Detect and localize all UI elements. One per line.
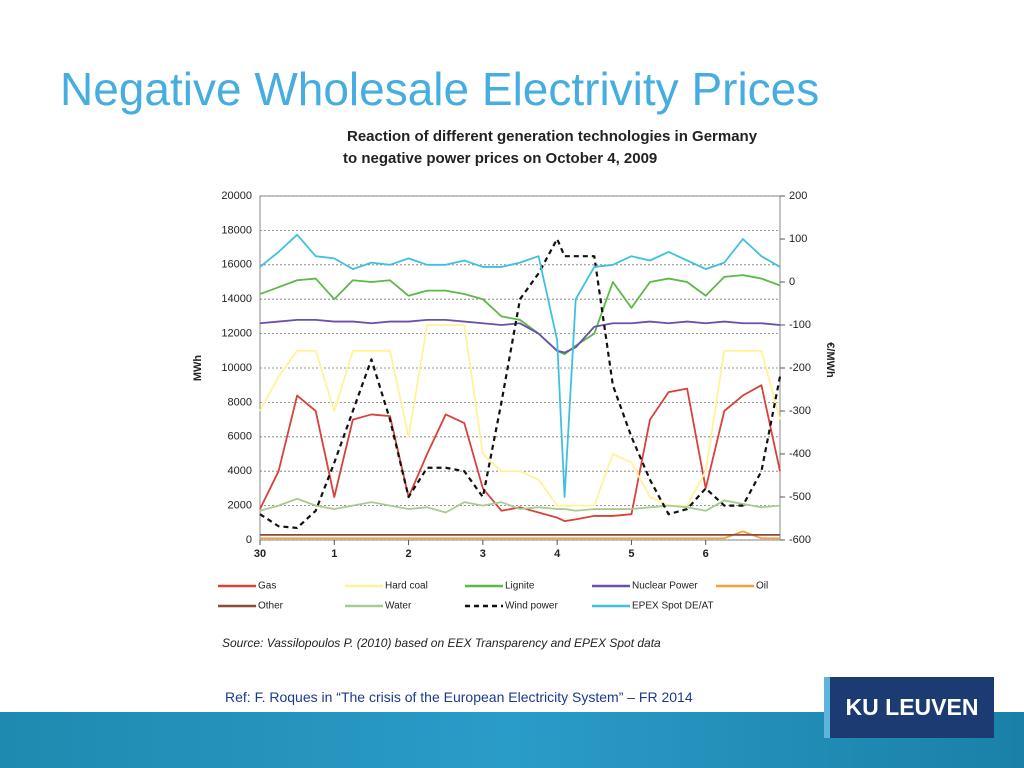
x-tick-label: 6: [703, 548, 709, 560]
legend-label: EPEX Spot DE/AT: [632, 601, 714, 612]
series-line: [259, 324, 781, 507]
y2-tick-label: -400: [789, 448, 811, 460]
chart-title: Reaction of different generation technol…: [347, 128, 758, 145]
y-tick-label: 20000: [221, 190, 252, 202]
y-tick-label: 4000: [228, 465, 252, 477]
series-line: [259, 274, 781, 356]
chart-title: to negative power prices on October 4, 2…: [343, 150, 657, 167]
y-tick-label: 10000: [221, 362, 252, 374]
legend-label: Wind power: [505, 601, 558, 612]
x-tick-label: 4: [554, 548, 561, 560]
x-tick-label: 2: [406, 548, 412, 560]
slide-title: Negative Wholesale Electrivity Prices: [60, 63, 820, 115]
reference: Ref: F. Roques in “The crisis of the Eur…: [225, 689, 693, 705]
y-tick-label: 6000: [228, 431, 252, 443]
y2-axis-label: €/MWh: [824, 342, 836, 378]
y2-tick-label: -100: [789, 319, 811, 331]
y2-tick-label: -200: [789, 362, 811, 374]
series-line: [259, 384, 781, 522]
y2-tick-label: 200: [789, 190, 807, 202]
y-axis-label: MWh: [192, 355, 204, 382]
series-line: [259, 318, 781, 354]
series-line: [259, 497, 781, 514]
y-tick-label: 12000: [221, 328, 252, 340]
series-line: [259, 237, 782, 530]
y-tick-label: 18000: [221, 224, 252, 236]
legend-label: Other: [258, 601, 284, 612]
y2-tick-label: -600: [789, 534, 811, 546]
x-tick-label: 5: [628, 548, 634, 560]
legend-label: Lignite: [505, 581, 535, 592]
x-tick-label: 30: [254, 548, 266, 560]
y-tick-label: 0: [246, 534, 252, 546]
legend-label: Water: [385, 601, 412, 612]
y2-tick-label: 100: [789, 233, 807, 245]
y-tick-label: 14000: [221, 293, 252, 305]
series-line: [259, 233, 781, 498]
y2-tick-label: 0: [789, 276, 795, 288]
legend-label: Hard coal: [385, 581, 428, 592]
y-tick-label: 2000: [228, 500, 252, 512]
x-tick-label: 3: [480, 548, 486, 560]
series-line: [260, 530, 780, 540]
legend-label: Oil: [756, 581, 768, 592]
x-tick-label: 1: [331, 548, 337, 560]
y-tick-label: 8000: [228, 396, 252, 408]
legend-label: Nuclear Power: [632, 581, 698, 592]
logo: KU LEUVEN: [824, 677, 994, 738]
source: Source: Vassilopoulos P. (2010) based on…: [222, 636, 661, 650]
legend-label: Gas: [258, 581, 276, 592]
y2-tick-label: -300: [789, 405, 811, 417]
y2-tick-label: -500: [789, 491, 811, 503]
y-tick-label: 16000: [221, 259, 252, 271]
